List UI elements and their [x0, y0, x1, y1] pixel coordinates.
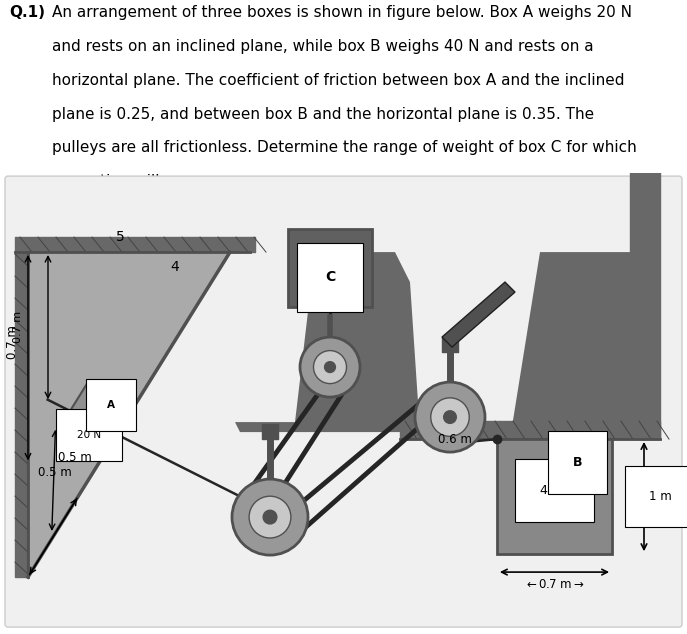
Circle shape	[232, 479, 308, 555]
Text: 0.5 m: 0.5 m	[38, 465, 72, 479]
Text: A: A	[106, 400, 115, 410]
Circle shape	[249, 496, 291, 538]
Polygon shape	[490, 252, 660, 439]
Circle shape	[324, 361, 335, 373]
Text: B: B	[573, 456, 583, 469]
Text: 1 m: 1 m	[649, 490, 671, 503]
Text: horizontal plane. The coefficient of friction between box A and the inclined: horizontal plane. The coefficient of fri…	[52, 73, 624, 87]
Circle shape	[300, 337, 360, 397]
Polygon shape	[61, 381, 133, 453]
Text: 0.7 m: 0.7 m	[5, 325, 19, 359]
Text: 5: 5	[115, 230, 124, 244]
Text: C: C	[325, 271, 335, 285]
Text: 0.7 m: 0.7 m	[13, 311, 23, 343]
Text: 40 N: 40 N	[540, 484, 569, 497]
Bar	[288, 229, 372, 307]
Bar	[497, 439, 612, 554]
Text: 0.5 m: 0.5 m	[58, 451, 92, 463]
Circle shape	[444, 411, 456, 424]
Circle shape	[313, 351, 346, 384]
Text: 0.6 m: 0.6 m	[438, 432, 472, 446]
Polygon shape	[235, 252, 420, 432]
Text: no motion will occur.: no motion will occur.	[52, 174, 210, 189]
Text: An arrangement of three boxes is shown in figure below. Box A weighs 20 N: An arrangement of three boxes is shown i…	[52, 5, 631, 20]
Text: 20 N: 20 N	[77, 430, 101, 440]
Circle shape	[431, 398, 469, 436]
Circle shape	[263, 510, 277, 524]
Text: and rests on an inclined plane, while box B weighs 40 N and rests on a: and rests on an inclined plane, while bo…	[52, 39, 593, 54]
Text: pulleys are all frictionless. Determine the range of weight of box C for which: pulleys are all frictionless. Determine …	[52, 140, 636, 155]
Polygon shape	[442, 282, 515, 347]
Text: $\leftarrow$0.7 m$\rightarrow$: $\leftarrow$0.7 m$\rightarrow$	[524, 578, 585, 591]
Text: 4: 4	[170, 260, 179, 274]
Polygon shape	[28, 252, 230, 577]
Text: plane is 0.25, and between box B and the horizontal plane is 0.35. The: plane is 0.25, and between box B and the…	[52, 107, 594, 122]
Circle shape	[415, 382, 485, 452]
Text: Q.1): Q.1)	[9, 5, 45, 20]
FancyBboxPatch shape	[5, 176, 682, 627]
